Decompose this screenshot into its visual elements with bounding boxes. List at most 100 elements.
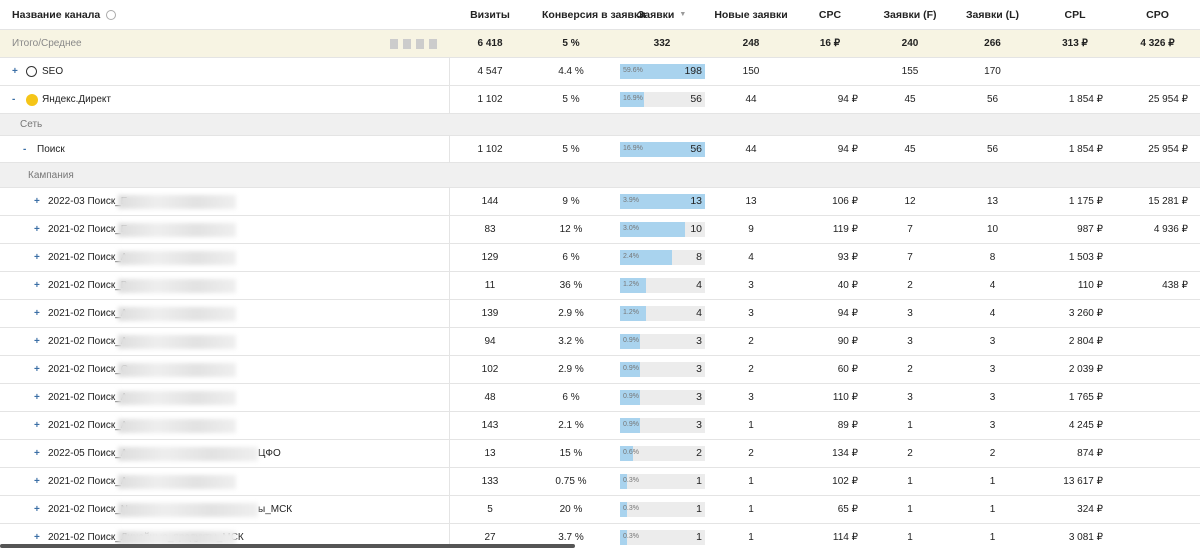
value: 94 ₽ — [837, 143, 858, 155]
expand-toggle[interactable]: + — [34, 364, 40, 375]
value-cell: 4.4 % — [530, 58, 612, 85]
value: 7 — [907, 252, 913, 263]
value: 2.9 % — [558, 364, 584, 375]
expand-toggle[interactable]: + — [34, 476, 40, 487]
value: 4 — [989, 280, 996, 291]
channel-name[interactable]: 2021-02 Поиск_Е — [48, 224, 128, 235]
channel-name[interactable]: Поиск — [37, 143, 65, 155]
column-header[interactable]: Новые заявки — [714, 8, 788, 21]
name-cell: +2021-02 Поиск_А — [0, 328, 450, 355]
channel-name[interactable]: 2021-02 Поиск_А — [48, 252, 128, 263]
column-header[interactable]: Заявки (F) — [883, 8, 937, 21]
name-cell: +2021-02 Поиск_В — [0, 272, 450, 299]
channel-name[interactable]: Яндекс.Директ — [42, 94, 111, 105]
value-cell: 1 503 ₽ — [1035, 244, 1115, 271]
value-cell: 10 — [950, 216, 1035, 243]
scrollbar[interactable] — [0, 544, 575, 548]
value: 25 954 ₽ — [1148, 94, 1188, 105]
value-cell: 4 936 ₽ — [1115, 216, 1200, 243]
value: 2 — [989, 448, 996, 459]
value-cell: 5 % — [530, 86, 612, 113]
expand-toggle[interactable]: + — [34, 308, 40, 319]
value-cell: 1 — [712, 468, 790, 495]
value-cell: 110 ₽ — [1035, 272, 1115, 299]
channel-name[interactable]: 2021-02 Поиск_А — [48, 420, 128, 431]
value: 2 039 ₽ — [1068, 364, 1103, 375]
channel-name[interactable]: 2021-02 Поиск_А — [48, 336, 128, 347]
column-header[interactable]: CPL — [1064, 8, 1086, 21]
value: 15 % — [559, 448, 583, 459]
expand-toggle[interactable]: + — [34, 252, 40, 263]
value: 13 — [484, 448, 496, 459]
channel-name[interactable]: 2021-02 Поиск_В — [48, 280, 128, 291]
name-cell: - Поиск — [0, 136, 450, 162]
channel-name[interactable]: 2021-02 Поиск_А — [48, 392, 128, 403]
redacted — [118, 363, 236, 377]
column-header[interactable]: Визиты — [470, 8, 510, 21]
total-cell: 248 — [742, 38, 760, 49]
table-row: - Поиск 1 102 5 % 16.9% 56 44 94 ₽ 45 56 1 854 ₽ 25… — [0, 136, 1200, 163]
channel-name[interactable]: 2022-03 Поиск_Е — [48, 196, 128, 207]
value-cell: 3 — [712, 272, 790, 299]
channel-name[interactable]: 2021-02 Поиск_С — [48, 364, 128, 375]
expand-toggle[interactable]: - — [23, 143, 27, 155]
column-header[interactable]: Заявки ▼ — [637, 8, 687, 21]
value-cell: 2 — [712, 328, 790, 355]
leads-cell: 0.9% 3 — [620, 334, 705, 349]
value: 65 ₽ — [837, 504, 858, 515]
expand-toggle[interactable]: + — [34, 392, 40, 403]
column-header[interactable]: CPO — [1146, 8, 1169, 21]
expand-toggle[interactable]: + — [34, 280, 40, 291]
leads-cell: 0.9% 3 — [620, 418, 705, 433]
section-row: Кампания — [0, 163, 1200, 188]
expand-toggle[interactable]: + — [34, 196, 40, 207]
value: 134 ₽ — [832, 448, 858, 459]
name-cell: +2021-02 Поиск_А — [0, 412, 450, 439]
name-cell: + SEO — [0, 58, 450, 85]
column-header[interactable]: Конверсия в заявки — [542, 8, 646, 21]
leads-value: 56 — [690, 143, 702, 155]
expand-toggle[interactable]: + — [34, 448, 40, 459]
expand-toggle[interactable]: - — [12, 94, 16, 105]
table-row: - Яндекс.Директ 1 102 5 % 16.9% 56 44 94 ₽45 56 1… — [0, 86, 1200, 114]
expand-toggle[interactable]: + — [34, 420, 40, 431]
value: 1 765 ₽ — [1068, 392, 1103, 403]
value-cell: 4 — [950, 300, 1035, 327]
value-cell: 5 % — [530, 136, 612, 162]
value-cell: 987 ₽ — [1035, 216, 1115, 243]
sort-arrow[interactable]: ▼ — [679, 10, 687, 18]
name-cell: - Яндекс.Директ — [0, 86, 450, 113]
value: 1 — [989, 504, 996, 515]
expand-toggle[interactable]: + — [34, 224, 40, 235]
expand-toggle[interactable]: + — [34, 336, 40, 347]
value-cell: 6 % — [530, 244, 612, 271]
value: 4.4 % — [558, 66, 584, 77]
table-row: +2021-02 Поиск_А 129 6 % 2.4% 8 4 93 ₽ 7 8 1 503 … — [0, 244, 1200, 272]
value: 5 % — [562, 143, 580, 155]
channel-name[interactable]: 2021-02 Поиск_N — [48, 504, 128, 515]
value: 25 954 ₽ — [1148, 143, 1188, 155]
leads-cell: 16.9% 56 — [620, 92, 705, 107]
channel-name[interactable]: 2021-02 Поиск_А — [48, 308, 128, 319]
channel-name[interactable]: 2022-05 Поиск_А — [48, 448, 128, 459]
value-cell: 90 ₽ — [790, 328, 870, 355]
expand-toggle[interactable]: + — [34, 504, 40, 515]
value-cell: 5 — [450, 496, 530, 523]
column-header[interactable]: Название канала — [0, 0, 450, 29]
redacted — [118, 447, 258, 461]
share-label: 0.9% — [623, 393, 639, 400]
column-header[interactable]: CPC — [818, 8, 842, 21]
value: 110 ₽ — [1077, 280, 1103, 291]
channel-name[interactable]: 2021-02 Поиск_А — [48, 476, 128, 487]
value: 4 — [989, 308, 996, 319]
expand-toggle[interactable]: + — [12, 66, 18, 77]
leads-value: 3 — [696, 363, 702, 375]
channel-name[interactable]: SEO — [42, 66, 64, 77]
value-cell: 139 — [450, 300, 530, 327]
column-header[interactable]: Заявки (L) — [965, 8, 1020, 21]
leads-cell: 0.9% 3 — [620, 362, 705, 377]
value-cell: 2 — [712, 356, 790, 383]
value: 4 936 ₽ — [1153, 224, 1188, 235]
expand-toggle[interactable]: + — [34, 532, 40, 543]
